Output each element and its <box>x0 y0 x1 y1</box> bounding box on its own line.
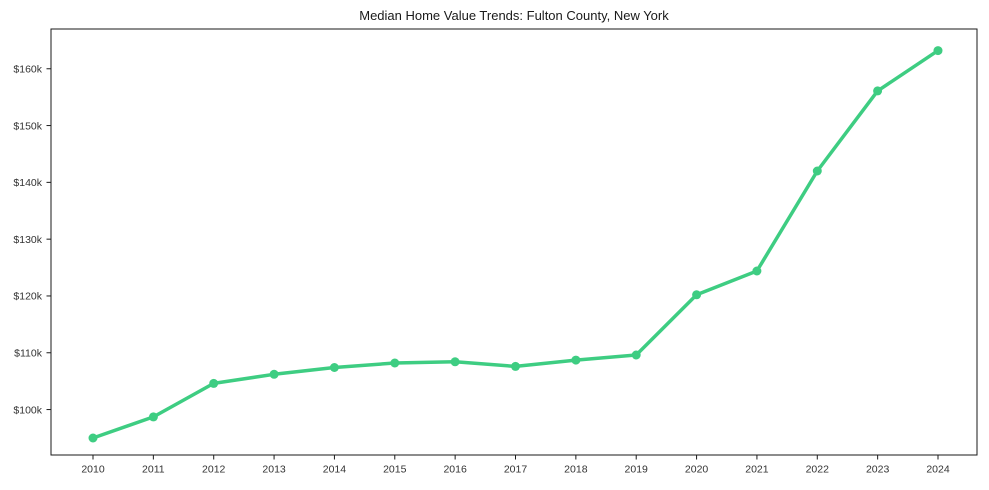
x-tick-label: 2017 <box>504 464 528 476</box>
x-tick-label: 2023 <box>866 464 890 476</box>
y-tick-label: $130k <box>13 234 42 246</box>
chart-title: Median Home Value Trends: Fulton County,… <box>359 8 669 23</box>
x-tick-label: 2010 <box>81 464 105 476</box>
data-point-marker <box>933 46 943 56</box>
y-tick-label: $110k <box>14 347 43 359</box>
data-point-marker <box>631 350 641 360</box>
data-point-marker <box>752 266 762 276</box>
x-tick-label: 2013 <box>262 464 286 476</box>
y-tick-label: $150k <box>13 120 42 132</box>
data-point-marker <box>269 369 279 379</box>
y-tick-label: $100k <box>13 404 42 416</box>
y-tick-label: $120k <box>13 291 42 303</box>
data-point-marker <box>209 378 219 388</box>
y-tick-label: $140k <box>13 177 42 189</box>
series-line <box>91 48 940 440</box>
x-tick-label: 2011 <box>142 464 165 476</box>
x-tick-label: 2019 <box>625 464 649 476</box>
axis-frame <box>50 28 978 456</box>
x-tick-label: 2024 <box>926 464 950 476</box>
data-point-marker <box>450 357 460 367</box>
data-point-marker <box>571 355 581 365</box>
data-point-marker <box>88 433 98 443</box>
y-tick-label: $160k <box>13 63 42 75</box>
x-tick-label: 2012 <box>202 464 226 476</box>
x-tick-label: 2020 <box>685 464 709 476</box>
data-point-marker <box>692 290 702 300</box>
data-point-marker <box>511 361 520 371</box>
x-tick-label: 2022 <box>806 464 830 476</box>
data-point-marker <box>873 86 883 96</box>
x-tick-label: 2018 <box>564 464 588 476</box>
x-tick-label: 2014 <box>323 464 347 476</box>
x-tick-label: 2016 <box>443 464 467 476</box>
plot-area: $100k $110k $120k $130k $140k $150k $160k 2010 2… <box>13 28 978 476</box>
x-tick-label: 2021 <box>745 464 769 476</box>
data-point-marker <box>390 358 400 368</box>
data-point-marker <box>148 412 158 422</box>
x-tick-label: 2015 <box>383 464 407 476</box>
data-point-marker <box>329 363 339 372</box>
data-point-marker <box>812 166 822 176</box>
